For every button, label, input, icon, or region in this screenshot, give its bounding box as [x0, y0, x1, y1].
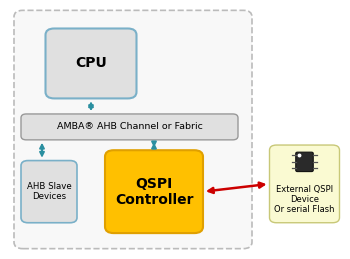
Text: AHB Slave
Devices: AHB Slave Devices: [27, 182, 71, 201]
Text: CPU: CPU: [75, 56, 107, 70]
FancyBboxPatch shape: [46, 28, 136, 98]
Text: QSPI
Controller: QSPI Controller: [115, 177, 193, 207]
FancyBboxPatch shape: [296, 152, 313, 171]
FancyBboxPatch shape: [270, 145, 340, 223]
FancyBboxPatch shape: [21, 161, 77, 223]
FancyBboxPatch shape: [14, 10, 252, 249]
FancyBboxPatch shape: [105, 150, 203, 233]
FancyBboxPatch shape: [21, 114, 238, 140]
Text: AMBA® AHB Channel or Fabric: AMBA® AHB Channel or Fabric: [57, 123, 202, 131]
Text: External QSPI
Device
Or serial Flash: External QSPI Device Or serial Flash: [274, 184, 335, 214]
